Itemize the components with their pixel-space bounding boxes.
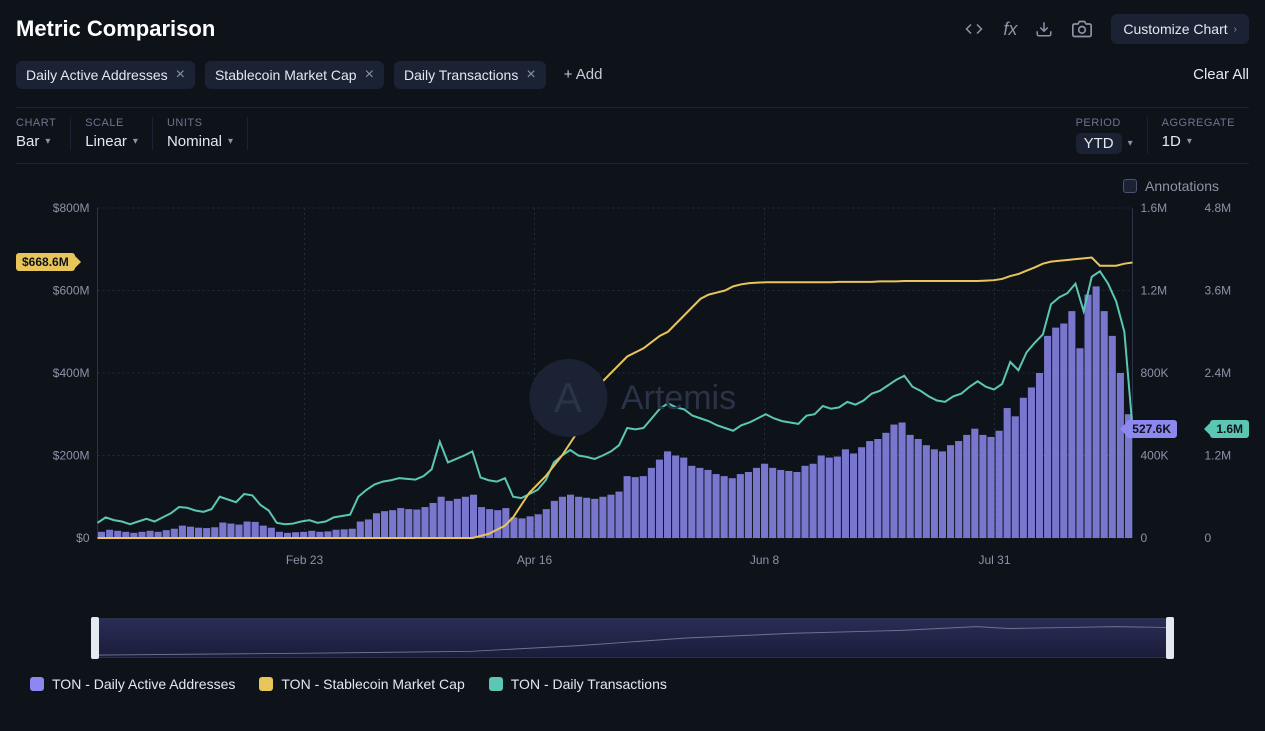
code-icon[interactable] bbox=[963, 20, 985, 38]
axis-badge-transactions: 1.6M bbox=[1210, 420, 1249, 438]
page-title: Metric Comparison bbox=[16, 16, 215, 42]
chart-svg: $800M $600M $400M $200M $0 1.6M 1.2M 800K 400K 0 4… bbox=[30, 198, 1235, 598]
close-icon[interactable]: × bbox=[365, 67, 374, 83]
close-icon[interactable]: × bbox=[176, 67, 185, 83]
svg-text:1.2M: 1.2M bbox=[1205, 449, 1232, 463]
scale-control[interactable]: SCALE Linear▾ bbox=[71, 117, 153, 150]
chevron-down-icon: ▾ bbox=[1128, 138, 1133, 149]
svg-text:0: 0 bbox=[1205, 531, 1212, 545]
legend-swatch bbox=[30, 677, 44, 691]
customize-chart-button[interactable]: Customize Chart › bbox=[1111, 14, 1249, 44]
chart-legend: TON - Daily Active Addresses TON - Stabl… bbox=[16, 672, 1249, 696]
svg-text:Apr 16: Apr 16 bbox=[517, 553, 553, 567]
axis-badge-stablecoin: $668.6M bbox=[16, 253, 75, 271]
svg-text:Feb 23: Feb 23 bbox=[286, 553, 324, 567]
svg-text:0: 0 bbox=[1141, 531, 1148, 545]
svg-text:$200M: $200M bbox=[53, 449, 90, 463]
close-icon[interactable]: × bbox=[526, 67, 535, 83]
camera-icon[interactable] bbox=[1071, 19, 1093, 39]
chart-type-control[interactable]: CHART Bar▾ bbox=[16, 117, 71, 150]
svg-text:$600M: $600M bbox=[53, 284, 90, 298]
svg-text:4.8M: 4.8M bbox=[1205, 201, 1232, 215]
metric-tags-row: Daily Active Addresses × Stablecoin Mark… bbox=[16, 60, 1249, 89]
svg-text:Jun 8: Jun 8 bbox=[750, 553, 780, 567]
aggregate-control[interactable]: AGGREGATE 1D▾ bbox=[1148, 117, 1249, 150]
metric-tag[interactable]: Daily Transactions × bbox=[394, 61, 546, 89]
chevron-down-icon: ▾ bbox=[133, 136, 138, 147]
chevron-right-icon: › bbox=[1234, 24, 1237, 35]
svg-text:1.2M: 1.2M bbox=[1141, 284, 1168, 298]
svg-text:$0: $0 bbox=[76, 531, 90, 545]
period-control[interactable]: PERIOD YTD▾ bbox=[1062, 117, 1148, 154]
legend-item[interactable]: TON - Daily Active Addresses bbox=[30, 676, 235, 692]
checkbox-icon bbox=[1123, 179, 1137, 193]
chart-area[interactable]: A Artemis $800M$600M$400M$200M$01.6M1.2M… bbox=[30, 198, 1235, 598]
svg-text:3.6M: 3.6M bbox=[1205, 284, 1232, 298]
svg-text:800K: 800K bbox=[1141, 366, 1169, 380]
scrubber-handle-right[interactable] bbox=[1166, 617, 1174, 659]
chevron-down-icon: ▾ bbox=[1187, 136, 1192, 147]
svg-text:$800M: $800M bbox=[53, 201, 90, 215]
clear-all-button[interactable]: Clear All bbox=[1193, 66, 1249, 83]
svg-text:400K: 400K bbox=[1141, 449, 1169, 463]
scrubber-handle-left[interactable] bbox=[91, 617, 99, 659]
svg-text:Jul 31: Jul 31 bbox=[978, 553, 1010, 567]
download-icon[interactable] bbox=[1035, 20, 1053, 38]
fx-icon[interactable]: fx bbox=[1003, 19, 1017, 40]
units-control[interactable]: UNITS Nominal▾ bbox=[153, 117, 248, 150]
metric-tag[interactable]: Stablecoin Market Cap × bbox=[205, 61, 384, 89]
metric-tag[interactable]: Daily Active Addresses × bbox=[16, 61, 195, 89]
add-metric-button[interactable]: + Add bbox=[556, 60, 611, 89]
svg-text:$400M: $400M bbox=[53, 366, 90, 380]
legend-swatch bbox=[259, 677, 273, 691]
chevron-down-icon: ▾ bbox=[45, 136, 50, 147]
legend-swatch bbox=[489, 677, 503, 691]
axis-badge-addresses: 527.6K bbox=[1126, 420, 1177, 438]
header: Metric Comparison fx Customize Chart › bbox=[16, 14, 1249, 44]
chevron-down-icon: ▾ bbox=[228, 136, 233, 147]
legend-item[interactable]: TON - Daily Transactions bbox=[489, 676, 667, 692]
svg-text:1.6M: 1.6M bbox=[1141, 201, 1168, 215]
time-scrubber[interactable] bbox=[94, 618, 1171, 658]
scrubber-minichart bbox=[95, 619, 1170, 657]
chart-controls: CHART Bar▾ SCALE Linear▾ UNITS Nominal▾ … bbox=[16, 107, 1249, 164]
annotations-toggle[interactable]: Annotations bbox=[1123, 178, 1219, 194]
legend-item[interactable]: TON - Stablecoin Market Cap bbox=[259, 676, 464, 692]
svg-text:2.4M: 2.4M bbox=[1205, 366, 1232, 380]
